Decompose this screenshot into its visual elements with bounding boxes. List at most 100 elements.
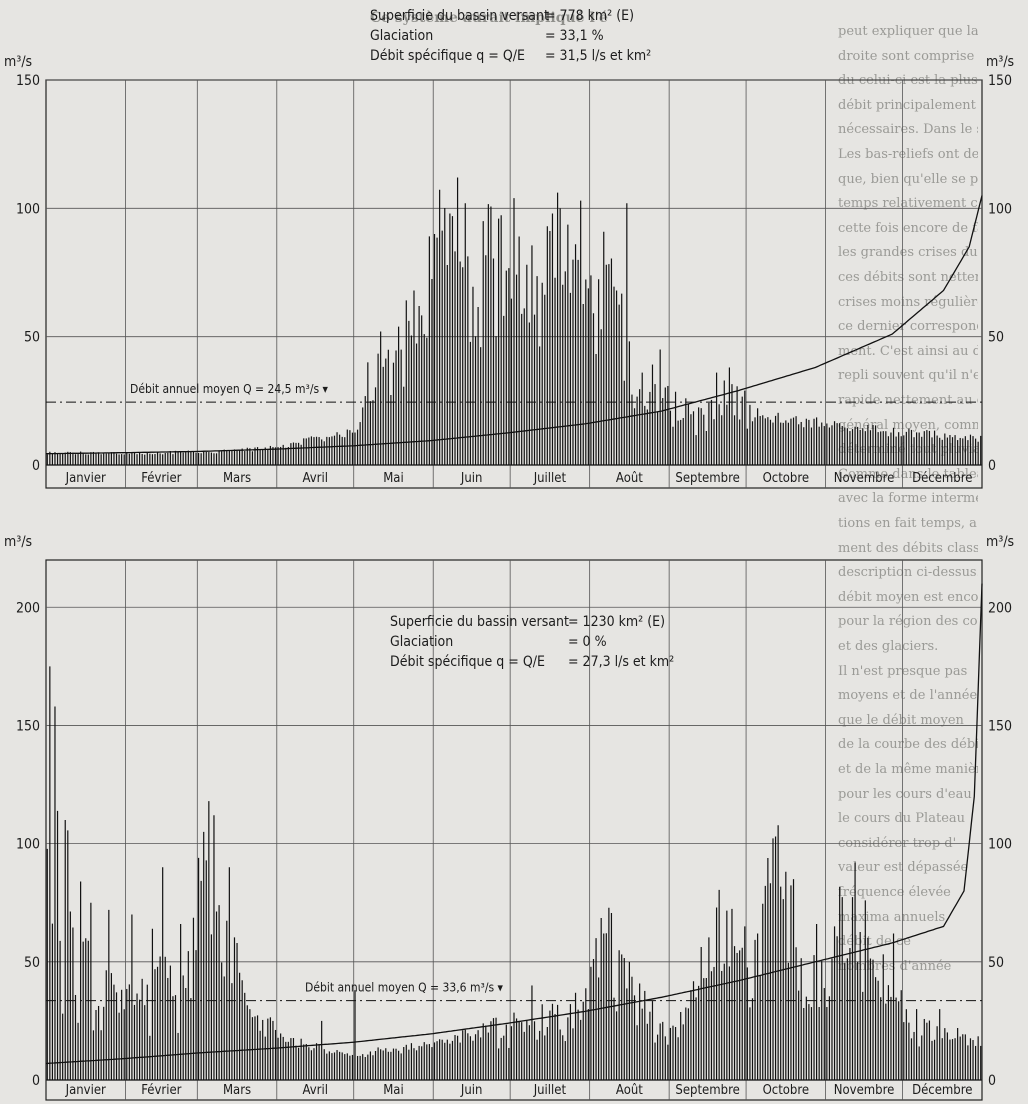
flow-duration-curve bbox=[46, 195, 983, 455]
page-text-line: pour les cours d'eau bbox=[838, 786, 972, 802]
page-heading-fragment: Ce système aurait impliqué l'é bbox=[370, 10, 608, 26]
y-tick-label-right: 200 bbox=[988, 600, 1012, 616]
month-label-février: Février bbox=[141, 471, 181, 486]
month-label-avril: Avril bbox=[303, 1083, 328, 1098]
info-label: Superficie du bassin versant bbox=[370, 8, 549, 24]
y-tick-label-right: 150 bbox=[988, 73, 1012, 89]
y-axis-unit-left: m³/s bbox=[4, 534, 32, 550]
page-text-line: nombres d'année bbox=[838, 958, 952, 974]
month-label-septembre: Septembre bbox=[675, 1083, 739, 1098]
page-text-line: Les bas-reliefs ont des moyens bbox=[838, 147, 978, 162]
page-text-line: ment des débits classés et bbox=[838, 540, 978, 556]
month-label-novembre: Novembre bbox=[834, 471, 895, 486]
month-label-novembre: Novembre bbox=[834, 1083, 895, 1098]
y-tick-label-right: 50 bbox=[988, 330, 1004, 346]
page-text-line: repli souvent qu'il n'est pas bbox=[838, 368, 978, 384]
y-tick-label-left: 200 bbox=[16, 600, 40, 616]
y-axis-unit-right: m³/s bbox=[986, 534, 1014, 550]
month-label-mai: Mai bbox=[383, 471, 404, 486]
month-label-décembre: Décembre bbox=[912, 1083, 972, 1098]
y-tick-label-left: 0 bbox=[32, 1073, 40, 1089]
page-text-line: droite sont comprise entre l bbox=[838, 48, 978, 64]
page-text-line: débit de ce bbox=[838, 934, 911, 950]
info-label: Superficie du bassin versant bbox=[390, 614, 569, 630]
chart-frame bbox=[45, 559, 983, 1101]
month-label-juillet: Juillet bbox=[533, 471, 567, 486]
y-tick-label-left: 150 bbox=[16, 718, 40, 734]
month-label-décembre: Décembre bbox=[912, 471, 972, 486]
page-text-line: fréquence élevée bbox=[838, 885, 951, 900]
page-text-line: et de la même manière bbox=[838, 762, 978, 777]
info-value: = 778 km² (E) bbox=[545, 8, 634, 24]
daily-flow-bars bbox=[46, 177, 982, 465]
daily-flow-bars bbox=[46, 666, 982, 1080]
month-label-mars: Mars bbox=[223, 1083, 251, 1098]
flow-duration-curve bbox=[45, 583, 983, 1065]
month-label-février: Février bbox=[141, 1083, 181, 1098]
page-text-line: que le débit moyen bbox=[838, 712, 964, 728]
month-label-janvier: Janvier bbox=[65, 471, 106, 486]
page-text-line: ce dernier correspond claire bbox=[838, 319, 978, 335]
info-value: = 27,3 l/s et km² bbox=[568, 654, 674, 670]
y-tick-label-left: 100 bbox=[16, 201, 40, 217]
month-label-juin: Juin bbox=[460, 471, 483, 486]
info-value: = 31,5 l/s et km² bbox=[545, 48, 651, 64]
page-text-line: ment. C'est ainsi au débit bbox=[838, 343, 978, 359]
month-label-août: Août bbox=[616, 471, 643, 486]
page-text-line: pour la région des cours bbox=[838, 614, 978, 630]
page-text-line: temps relativement court. Ils bbox=[838, 196, 978, 212]
info-label: Glaciation bbox=[390, 634, 453, 650]
page-text-line: du celui-ci est la plus grand bbox=[838, 73, 978, 89]
y-tick-label-right: 150 bbox=[988, 718, 1012, 734]
y-axis-unit-left: m³/s bbox=[4, 54, 32, 70]
info-label: Débit spécifique q = Q/E bbox=[390, 654, 545, 670]
info-value: = 33,1 % bbox=[545, 28, 604, 44]
month-label-mai: Mai bbox=[383, 1083, 404, 1098]
month-label-octobre: Octobre bbox=[763, 471, 810, 486]
page-text-line: moyens et de l'année du bbox=[838, 688, 978, 704]
info-value: = 0 % bbox=[568, 634, 607, 650]
page-text-line: le cours du Plateau bbox=[838, 811, 966, 827]
info-value: = 1230 km² (E) bbox=[568, 614, 665, 630]
month-label-avril: Avril bbox=[303, 471, 328, 486]
month-label-janvier: Janvier bbox=[65, 1083, 106, 1098]
y-tick-label-left: 0 bbox=[32, 458, 40, 474]
page-text-line: description ci-dessus. La bbox=[838, 565, 978, 581]
y-tick-label-left: 100 bbox=[16, 837, 40, 853]
page-text-line: de la courbe des débits bbox=[838, 737, 978, 753]
month-label-août: Août bbox=[616, 1083, 643, 1098]
y-tick-label-right: 0 bbox=[988, 458, 996, 474]
page-text-line: débit moyen est encore bbox=[838, 589, 978, 605]
plateau-regime-chart: 0 0 50 50 100 100 150 150 200 200 m³/s m³/s Janvier F… bbox=[4, 534, 1014, 1101]
page-text-line: ces débits sont nettement plu bbox=[838, 270, 978, 285]
page-text-line: valeur est dépassée bbox=[838, 860, 969, 876]
page-text-line: rapide nettement au débit bbox=[838, 393, 978, 408]
info-label: Débit spécifique q = Q/E bbox=[370, 48, 525, 64]
page-text-line: tions en fait temps, a bbox=[838, 516, 977, 531]
page-text-line: cette fois encore de faire de bbox=[838, 220, 978, 236]
y-tick-label-right: 0 bbox=[988, 1073, 996, 1089]
y-tick-label-left: 150 bbox=[16, 73, 40, 89]
page-text-line: crises moins régulièrement bbox=[838, 294, 978, 310]
info-label: Glaciation bbox=[370, 28, 433, 44]
mean-flow-label: Débit annuel moyen Q = 24,5 m³/s ▾ bbox=[130, 382, 329, 396]
page-text-line: débit principalement d'été bbox=[838, 97, 978, 113]
y-tick-label-left: 50 bbox=[24, 955, 40, 971]
month-label-mars: Mars bbox=[223, 471, 251, 486]
page-text-line: que, bien qu'elle se produise bbox=[838, 171, 978, 187]
page-text-line: nécessaires. Dans le secteur du bbox=[838, 122, 978, 138]
page-text-line: avec la forme intermédiaire bbox=[838, 491, 978, 507]
month-label-septembre: Septembre bbox=[675, 471, 739, 486]
page-text-line: Comme dans le tableau bbox=[838, 466, 978, 482]
y-tick-label-right: 50 bbox=[988, 955, 1004, 971]
month-label-juin: Juin bbox=[460, 1083, 483, 1098]
y-tick-label-left: 50 bbox=[24, 330, 40, 346]
glacial-regime-chart: 0 0 50 50 100 100 150 150 m³/s m³/s Janvier Février… bbox=[4, 8, 1014, 489]
y-tick-label-right: 100 bbox=[988, 201, 1012, 217]
page-text-line: peut expliquer que la ba bbox=[838, 24, 978, 39]
mean-flow-label: Débit annuel moyen Q = 33,6 m³/s ▾ bbox=[305, 981, 504, 995]
y-tick-label-right: 100 bbox=[988, 837, 1012, 853]
y-axis-unit-right: m³/s bbox=[986, 54, 1014, 70]
page-text-line: les grandes crises du Plateau bbox=[838, 245, 978, 261]
